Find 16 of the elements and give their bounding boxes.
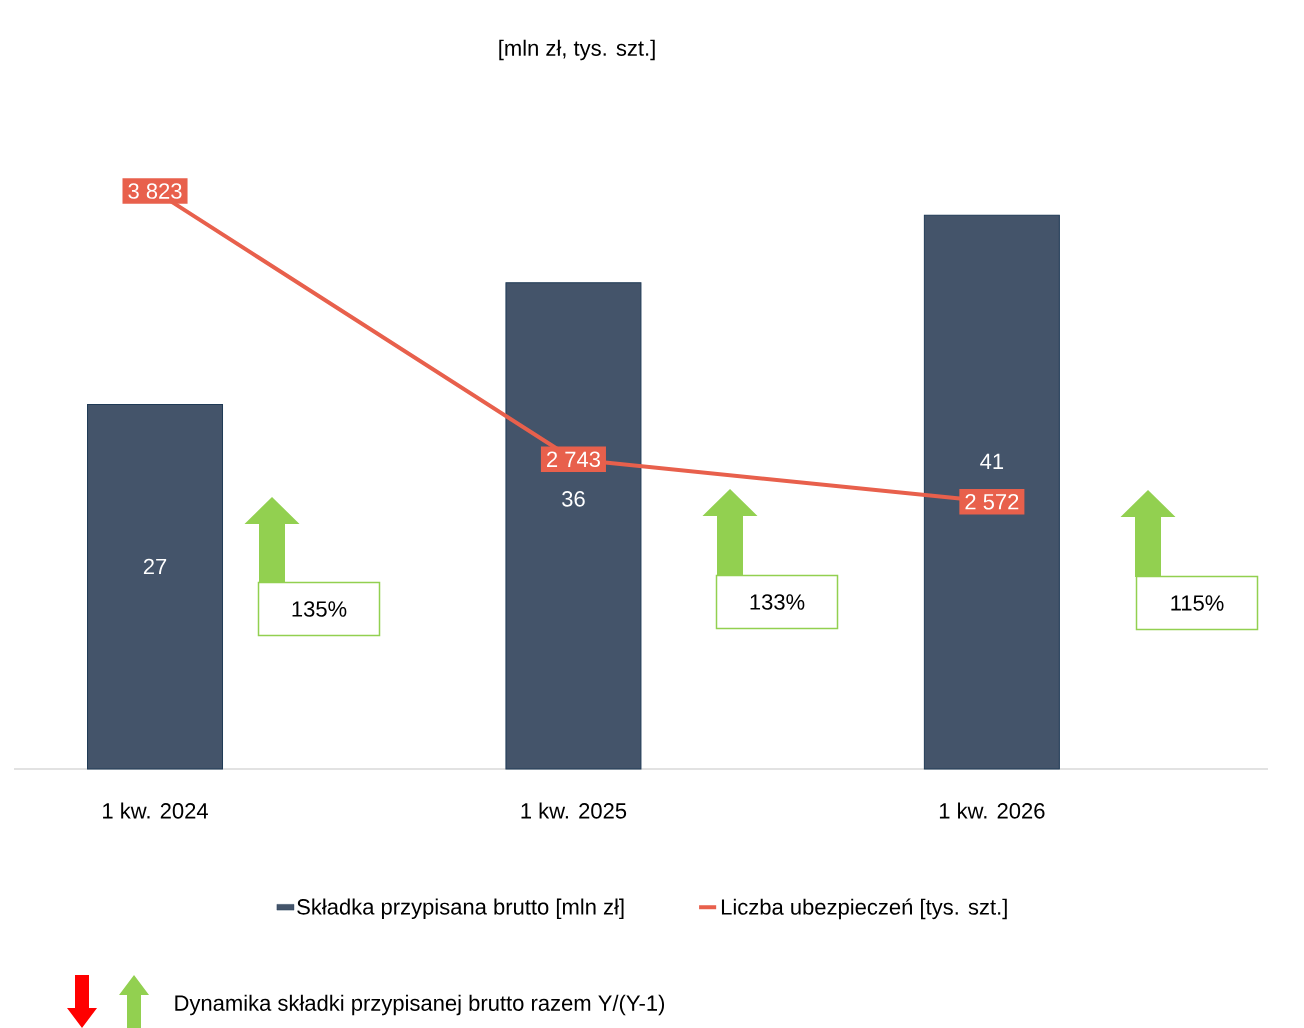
data-label: 41 [980,453,1004,469]
legend-label: Liczba ubezpieczeń [tys. szt.] [721,898,1007,920]
data-label: 27 [143,558,167,575]
data-label: 36 [562,491,585,507]
annotation: 133% [750,594,805,610]
annotation: 115% [1171,595,1224,611]
data-label: 3 823 [128,183,182,199]
chart-title: [mln zł, tys. szt.] [499,39,655,61]
data-label: 2 743 [547,451,600,468]
legend-label: Składka przypisana brutto [mln zł] [297,898,624,920]
data-label: 2 572 [965,493,1019,510]
x-tick-label: 1 kw. 2025 [521,802,627,819]
annotation: 135% [292,601,347,617]
x-tick-label: 1 kw. 2026 [939,802,1045,819]
text: Dynamika składki przypisanej brutto razem Y/(Y-1) [175,994,665,1016]
x-tick-label: 1 kw. 2024 [103,802,208,819]
